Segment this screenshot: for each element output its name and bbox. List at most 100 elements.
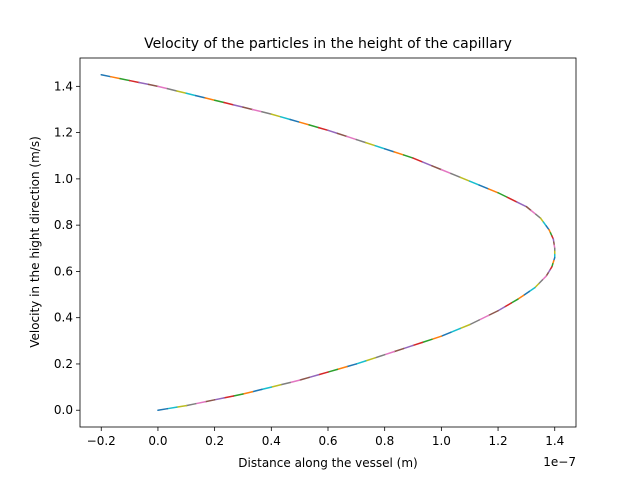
curve-segment [346,135,358,141]
curve-segment [223,101,235,106]
curve-segment [542,221,547,227]
curve-segment [374,353,386,359]
curve-segment [517,294,525,300]
curve-segment [478,184,490,190]
x-tick-label: 0.8 [375,434,394,448]
curve-segment [440,168,452,175]
y-axis-ticks: 0.0 0.2 0.4 0.6 0.8 1.0 1.2 1.4 [54,79,80,417]
curve-segment [506,196,518,203]
curve-segment [541,275,547,281]
curve-segment [204,399,216,403]
curve-segment [204,97,216,101]
curve-segment [346,363,358,368]
curve-segment [412,341,424,347]
curve-segment [355,360,367,365]
curve-segment [194,400,206,405]
curve-segment [374,144,386,150]
curve-segment [213,397,225,401]
curve-segment [336,365,348,371]
curve-segment [280,381,291,386]
curve-segment [242,106,254,111]
curve-segment [176,90,188,95]
curve-segment [510,298,519,304]
x-tick-label: 0.0 [148,434,167,448]
curve-segment [421,161,433,167]
x-tick-label: 0.4 [262,434,281,448]
x-tick-label: −0.2 [87,434,116,448]
curve-segment [383,350,395,356]
curve-segment [365,141,376,147]
x-axis-label: Distance along the vessel (m) [238,456,417,470]
curve-segment [545,225,550,231]
y-tick-label: 0.4 [54,311,73,325]
y-tick-label: 0.2 [54,357,73,371]
y-tick-label: 1.4 [54,79,73,93]
curve-segment [251,388,263,393]
y-tick-label: 0.6 [54,264,73,278]
x-axis-ticks: −0.2 0.0 0.2 0.4 0.6 0.8 1.0 1.2 1.4 [87,427,564,448]
curve-segment [185,92,197,97]
curve-segment [440,331,452,337]
curve-segment [431,335,443,341]
curve-segment [289,379,301,384]
curve-segment [421,338,433,344]
curve-segment [487,188,499,194]
curve-segment [525,205,532,212]
y-tick-label: 0.8 [54,218,73,232]
curve-segment [497,192,509,199]
curve-segment [402,344,414,350]
curve-segment [251,108,263,113]
curve-segment [280,116,291,121]
curve-segment [383,148,395,153]
curve-segment [194,94,206,99]
curve-segment [503,302,513,308]
curve-segment [355,138,367,144]
curve-segment [270,113,282,118]
curve-segment [393,151,405,156]
curve-segment [166,87,178,92]
x-tick-label: 1.2 [489,434,508,448]
curve-segment [530,209,537,216]
curve-segment [298,376,310,381]
chart-title: Velocity of the particles in the height … [144,36,512,52]
curve-segment [450,327,462,334]
curve-segment [261,386,273,391]
curve-segment [478,314,490,321]
curve-segment [516,201,528,208]
curve-segment [393,347,405,353]
x-tick-label: 0.6 [318,434,337,448]
y-tick-label: 1.2 [54,126,73,140]
curve-segment [232,104,244,108]
x-tick-label: 1.0 [432,434,451,448]
curve-segment [450,172,462,179]
axes-frame [79,57,577,428]
curve-segment [119,77,131,82]
curve-segment [336,132,348,138]
y-tick-label: 0.0 [54,403,73,417]
curve-segment [242,390,254,395]
curve-segment [298,121,310,126]
curve-segment [317,126,329,132]
curve-segment [535,213,542,219]
curve-segment [270,384,282,388]
curve-segment [213,99,225,104]
curve-segment [365,357,376,362]
curve-segment [308,124,320,129]
curve-segment [468,180,480,186]
curve-segment [459,323,471,330]
curve-segment [100,74,112,78]
curve-segment [317,371,329,376]
curve-segment [289,118,301,123]
curve-segment [459,176,471,182]
curve-segment [308,374,320,379]
y-tick-label: 1.0 [54,172,73,186]
curve-segment [534,283,540,289]
curve-segment [327,129,339,135]
curve-segment [166,406,178,410]
curve-segment [109,75,121,80]
curve-segment [232,393,244,397]
x-offset-label: 1e−7 [543,455,576,469]
curve-segment [176,404,188,408]
